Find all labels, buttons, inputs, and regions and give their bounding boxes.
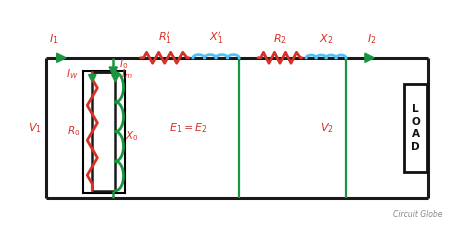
Text: $I_2$: $I_2$ (367, 32, 376, 46)
Text: $R_0$: $R_0$ (67, 125, 81, 138)
Text: $E_1 = E_2$: $E_1 = E_2$ (169, 121, 209, 135)
Text: $X_0$: $X_0$ (125, 129, 138, 143)
Text: $X_2$: $X_2$ (319, 32, 333, 46)
Text: $X_1'$: $X_1'$ (209, 30, 223, 46)
Text: $I_0$: $I_0$ (118, 57, 128, 71)
FancyBboxPatch shape (404, 84, 427, 172)
Text: $R_2$: $R_2$ (273, 32, 287, 46)
Polygon shape (89, 75, 96, 82)
Polygon shape (365, 53, 374, 62)
Text: $I_1$: $I_1$ (49, 32, 58, 46)
Text: $I_W$: $I_W$ (66, 68, 79, 82)
FancyBboxPatch shape (83, 71, 125, 193)
Text: Circuit Globe: Circuit Globe (393, 210, 443, 219)
Text: $I_m$: $I_m$ (121, 68, 132, 82)
Polygon shape (57, 53, 66, 62)
Text: L
O
A
D: L O A D (411, 104, 420, 152)
Text: $R_1'$: $R_1'$ (158, 30, 172, 46)
Text: $V_2$: $V_2$ (319, 121, 334, 135)
Polygon shape (109, 67, 118, 75)
Polygon shape (112, 75, 119, 82)
Text: $V_1$: $V_1$ (27, 121, 41, 135)
